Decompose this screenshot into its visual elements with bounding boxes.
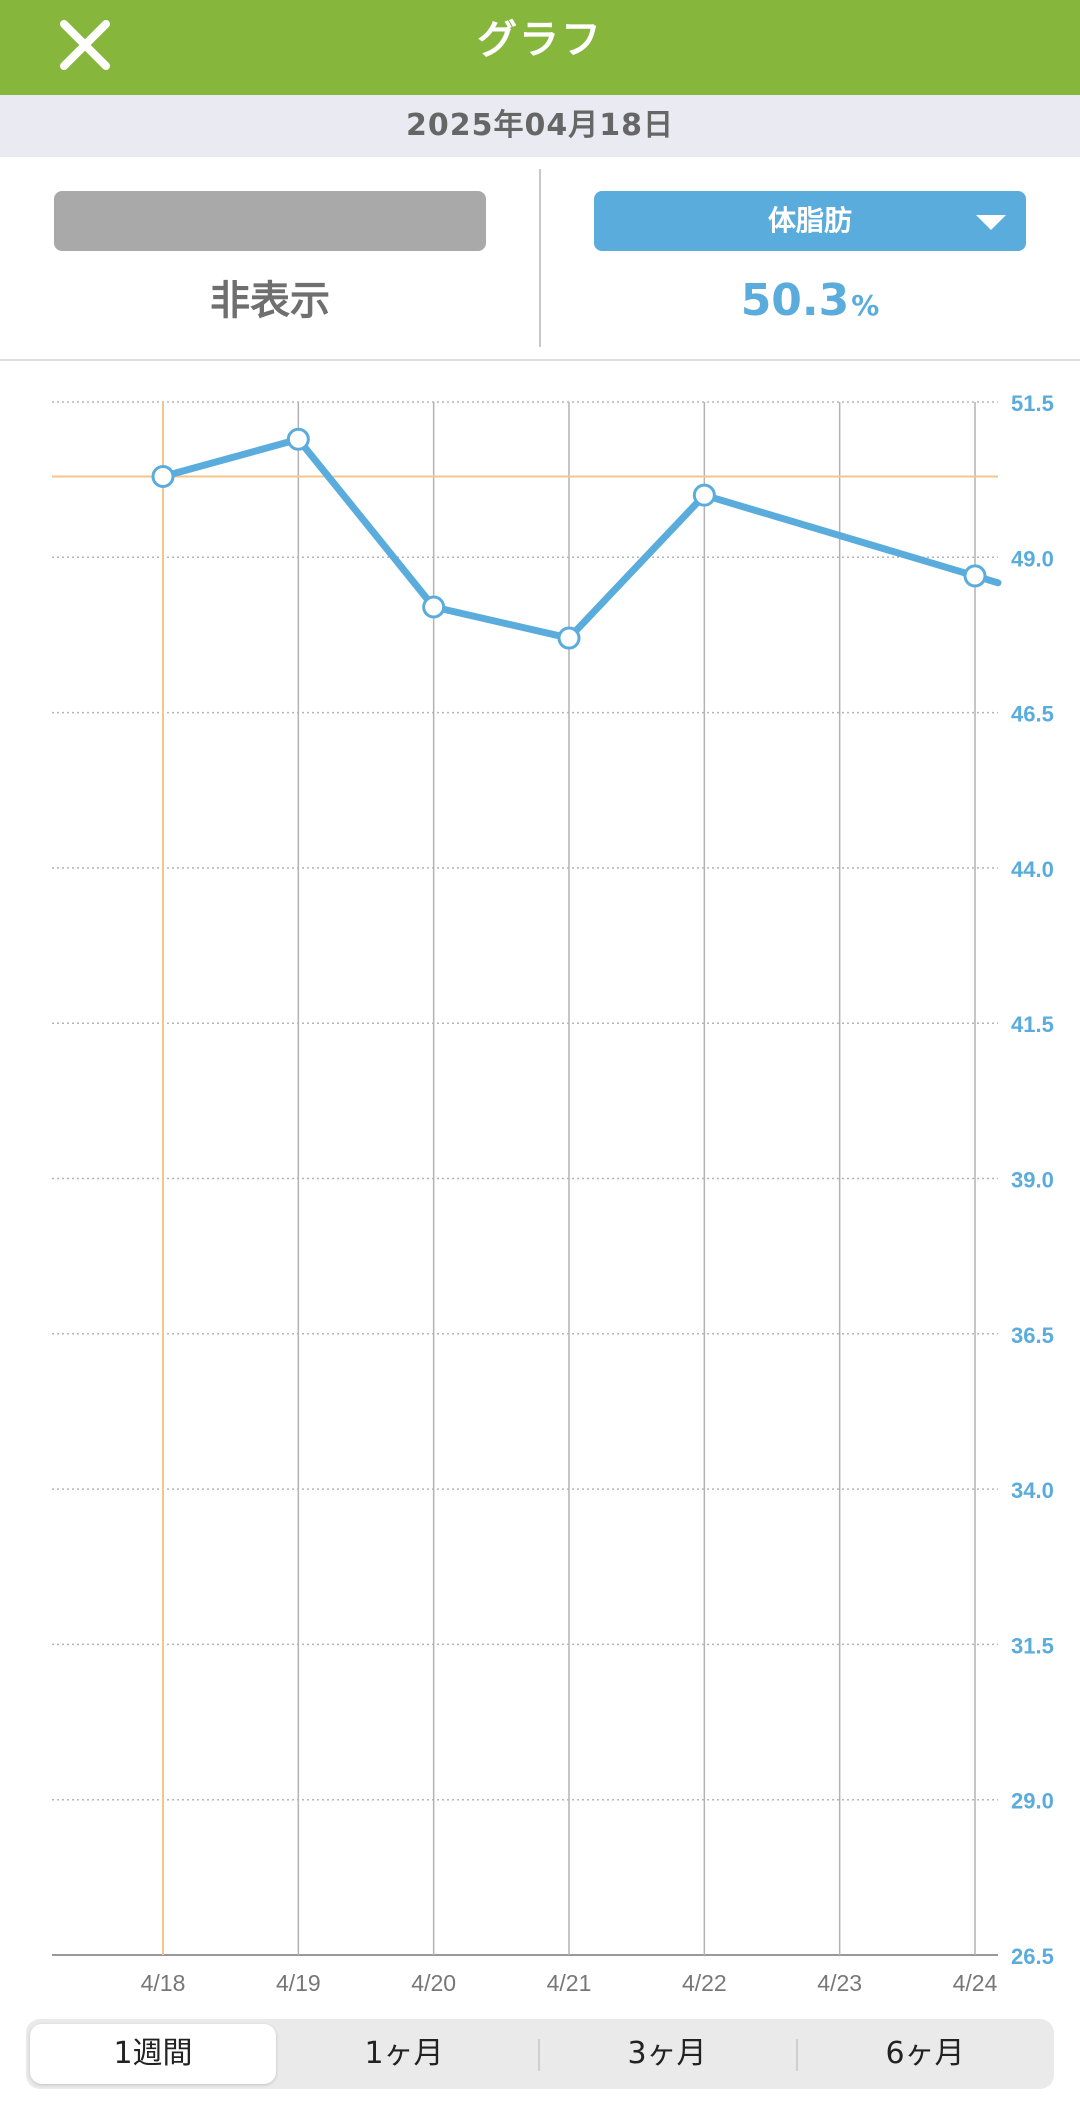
data-point [557, 626, 581, 650]
x-tick-label: 4/22 [682, 1970, 727, 1996]
y-tick-label: 46.5 [1011, 702, 1054, 727]
y-tick-label: 31.5 [1011, 1633, 1054, 1658]
y-tick-label: 36.5 [1011, 1323, 1054, 1348]
close-button[interactable] [52, 12, 118, 78]
period-selector: 1週間 1ヶ月 3ヶ月 6ヶ月 [26, 2019, 1054, 2089]
date-bar: 2025年04月18日 [0, 95, 1080, 157]
left-metric-value: 非表示 [210, 278, 330, 324]
triangle-down-icon [976, 215, 1006, 230]
y-tick-label: 34.0 [1011, 1478, 1054, 1503]
right-metric-selector[interactable]: 体脂肪 [594, 191, 1026, 251]
period-tab-1-month[interactable]: 1ヶ月 [364, 2036, 444, 2071]
right-metric-label: 体脂肪 [767, 204, 852, 237]
y-tick-label: 49.0 [1011, 546, 1054, 571]
x-tick-label: 4/23 [817, 1970, 862, 1996]
top-bar: グラフ [0, 0, 1080, 95]
right-metric-value: 50.3 [740, 275, 850, 326]
data-point [692, 483, 716, 507]
page-title: グラフ [477, 17, 603, 63]
y-tick-label: 29.0 [1011, 1789, 1054, 1814]
data-point [963, 564, 987, 588]
data-point [151, 465, 175, 489]
y-tick-label: 44.0 [1011, 857, 1054, 882]
data-point [422, 595, 446, 619]
period-separator [796, 2039, 798, 2071]
y-tick-label: 51.5 [1011, 391, 1054, 416]
x-tick-label: 4/18 [141, 1970, 186, 1996]
left-metric-selector[interactable] [54, 191, 486, 251]
y-tick-label: 39.0 [1011, 1168, 1054, 1193]
selector-divider [539, 169, 541, 347]
metric-selectors: 非表示 体脂肪 50.3% [0, 157, 1080, 361]
right-metric-value-display: 50.3% [594, 269, 1026, 333]
body-fat-series-line [159, 435, 1002, 642]
x-tick-label: 4/24 [953, 1970, 998, 1996]
x-tick-label: 4/19 [276, 1970, 321, 1996]
data-point [286, 427, 310, 451]
x-tick-label: 4/21 [547, 1970, 592, 1996]
right-metric-unit: % [851, 289, 880, 322]
body-fat-line-chart[interactable]: 51.5 49.0 46.5 44.0 41.5 39.0 36.5 34.0 31.5 29.0… [0, 360, 1080, 2015]
y-tick-label: 41.5 [1011, 1012, 1054, 1037]
close-icon [60, 20, 110, 70]
y-tick-label: 26.5 [1011, 1944, 1054, 1969]
period-tab-3-months[interactable]: 3ヶ月 [627, 2036, 707, 2071]
period-tab-6-months[interactable]: 6ヶ月 [885, 2036, 965, 2071]
period-tab-1-week[interactable]: 1週間 [30, 2024, 276, 2084]
x-tick-label: 4/20 [411, 1970, 456, 1996]
period-separator [538, 2039, 540, 2071]
